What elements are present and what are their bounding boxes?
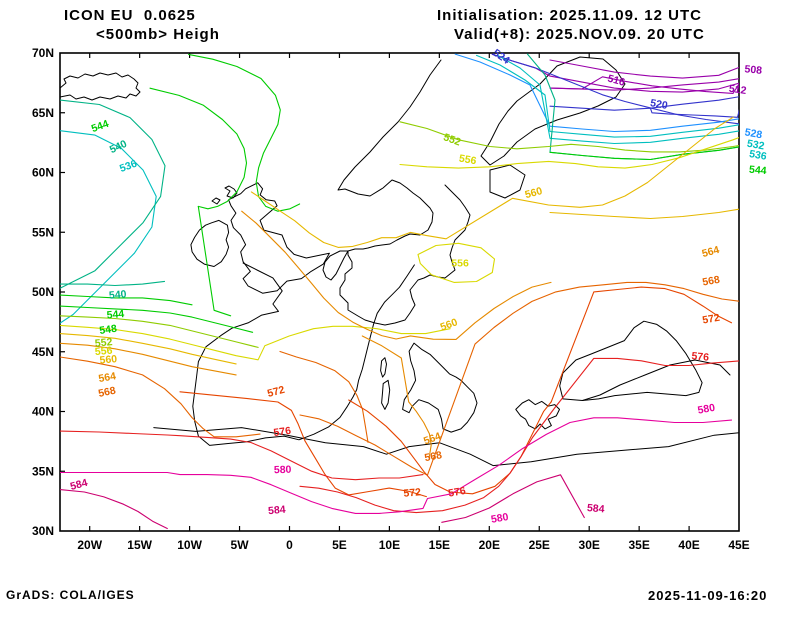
svg-text:584: 584: [69, 477, 89, 493]
svg-text:564: 564: [422, 430, 443, 447]
svg-text:30N: 30N: [32, 524, 54, 538]
svg-text:568: 568: [701, 274, 720, 289]
svg-text:10E: 10E: [379, 538, 400, 552]
svg-text:5W: 5W: [231, 538, 250, 552]
svg-text:65N: 65N: [32, 106, 54, 120]
svg-text:50N: 50N: [32, 285, 54, 299]
svg-text:572: 572: [403, 486, 422, 499]
svg-text:568: 568: [97, 385, 117, 400]
svg-text:580: 580: [274, 464, 292, 477]
svg-text:35N: 35N: [32, 464, 54, 478]
svg-text:536: 536: [118, 158, 139, 175]
svg-text:544: 544: [106, 308, 125, 321]
svg-text:556: 556: [458, 153, 477, 168]
svg-text:508: 508: [744, 63, 763, 76]
svg-text:576: 576: [273, 425, 292, 439]
svg-text:45N: 45N: [32, 345, 54, 359]
svg-text:30E: 30E: [579, 538, 600, 552]
svg-text:15E: 15E: [429, 538, 450, 552]
svg-text:568: 568: [424, 449, 443, 464]
svg-text:25E: 25E: [529, 538, 550, 552]
svg-text:552: 552: [442, 131, 463, 148]
svg-text:580: 580: [697, 402, 716, 417]
svg-text:20W: 20W: [77, 538, 102, 552]
svg-text:576: 576: [691, 350, 710, 363]
svg-text:564: 564: [701, 244, 721, 260]
svg-text:564: 564: [98, 370, 117, 385]
svg-text:556: 556: [451, 258, 469, 270]
svg-text:512: 512: [728, 83, 747, 97]
svg-text:0: 0: [286, 538, 293, 552]
svg-text:548: 548: [99, 323, 118, 337]
svg-text:580: 580: [490, 511, 509, 526]
svg-text:60N: 60N: [32, 166, 54, 180]
svg-text:544: 544: [90, 118, 111, 135]
svg-text:10W: 10W: [177, 538, 202, 552]
svg-text:15W: 15W: [127, 538, 152, 552]
svg-text:576: 576: [447, 485, 466, 500]
svg-text:40N: 40N: [32, 405, 54, 419]
svg-text:572: 572: [266, 384, 286, 400]
svg-text:572: 572: [701, 312, 720, 327]
svg-text:540: 540: [109, 288, 128, 301]
svg-text:560: 560: [439, 316, 460, 333]
svg-text:516: 516: [606, 73, 626, 89]
svg-text:560: 560: [99, 353, 118, 366]
svg-text:70N: 70N: [32, 46, 54, 60]
svg-text:524: 524: [491, 47, 512, 67]
svg-text:584: 584: [586, 502, 605, 515]
svg-text:45E: 45E: [728, 538, 749, 552]
svg-text:584: 584: [268, 504, 287, 517]
svg-text:5E: 5E: [332, 538, 347, 552]
svg-text:544: 544: [749, 164, 768, 177]
svg-text:536: 536: [748, 148, 767, 163]
svg-text:560: 560: [524, 185, 544, 201]
svg-text:520: 520: [649, 97, 668, 112]
svg-text:55N: 55N: [32, 225, 54, 239]
svg-text:35E: 35E: [628, 538, 649, 552]
svg-text:20E: 20E: [479, 538, 500, 552]
svg-text:40E: 40E: [678, 538, 699, 552]
